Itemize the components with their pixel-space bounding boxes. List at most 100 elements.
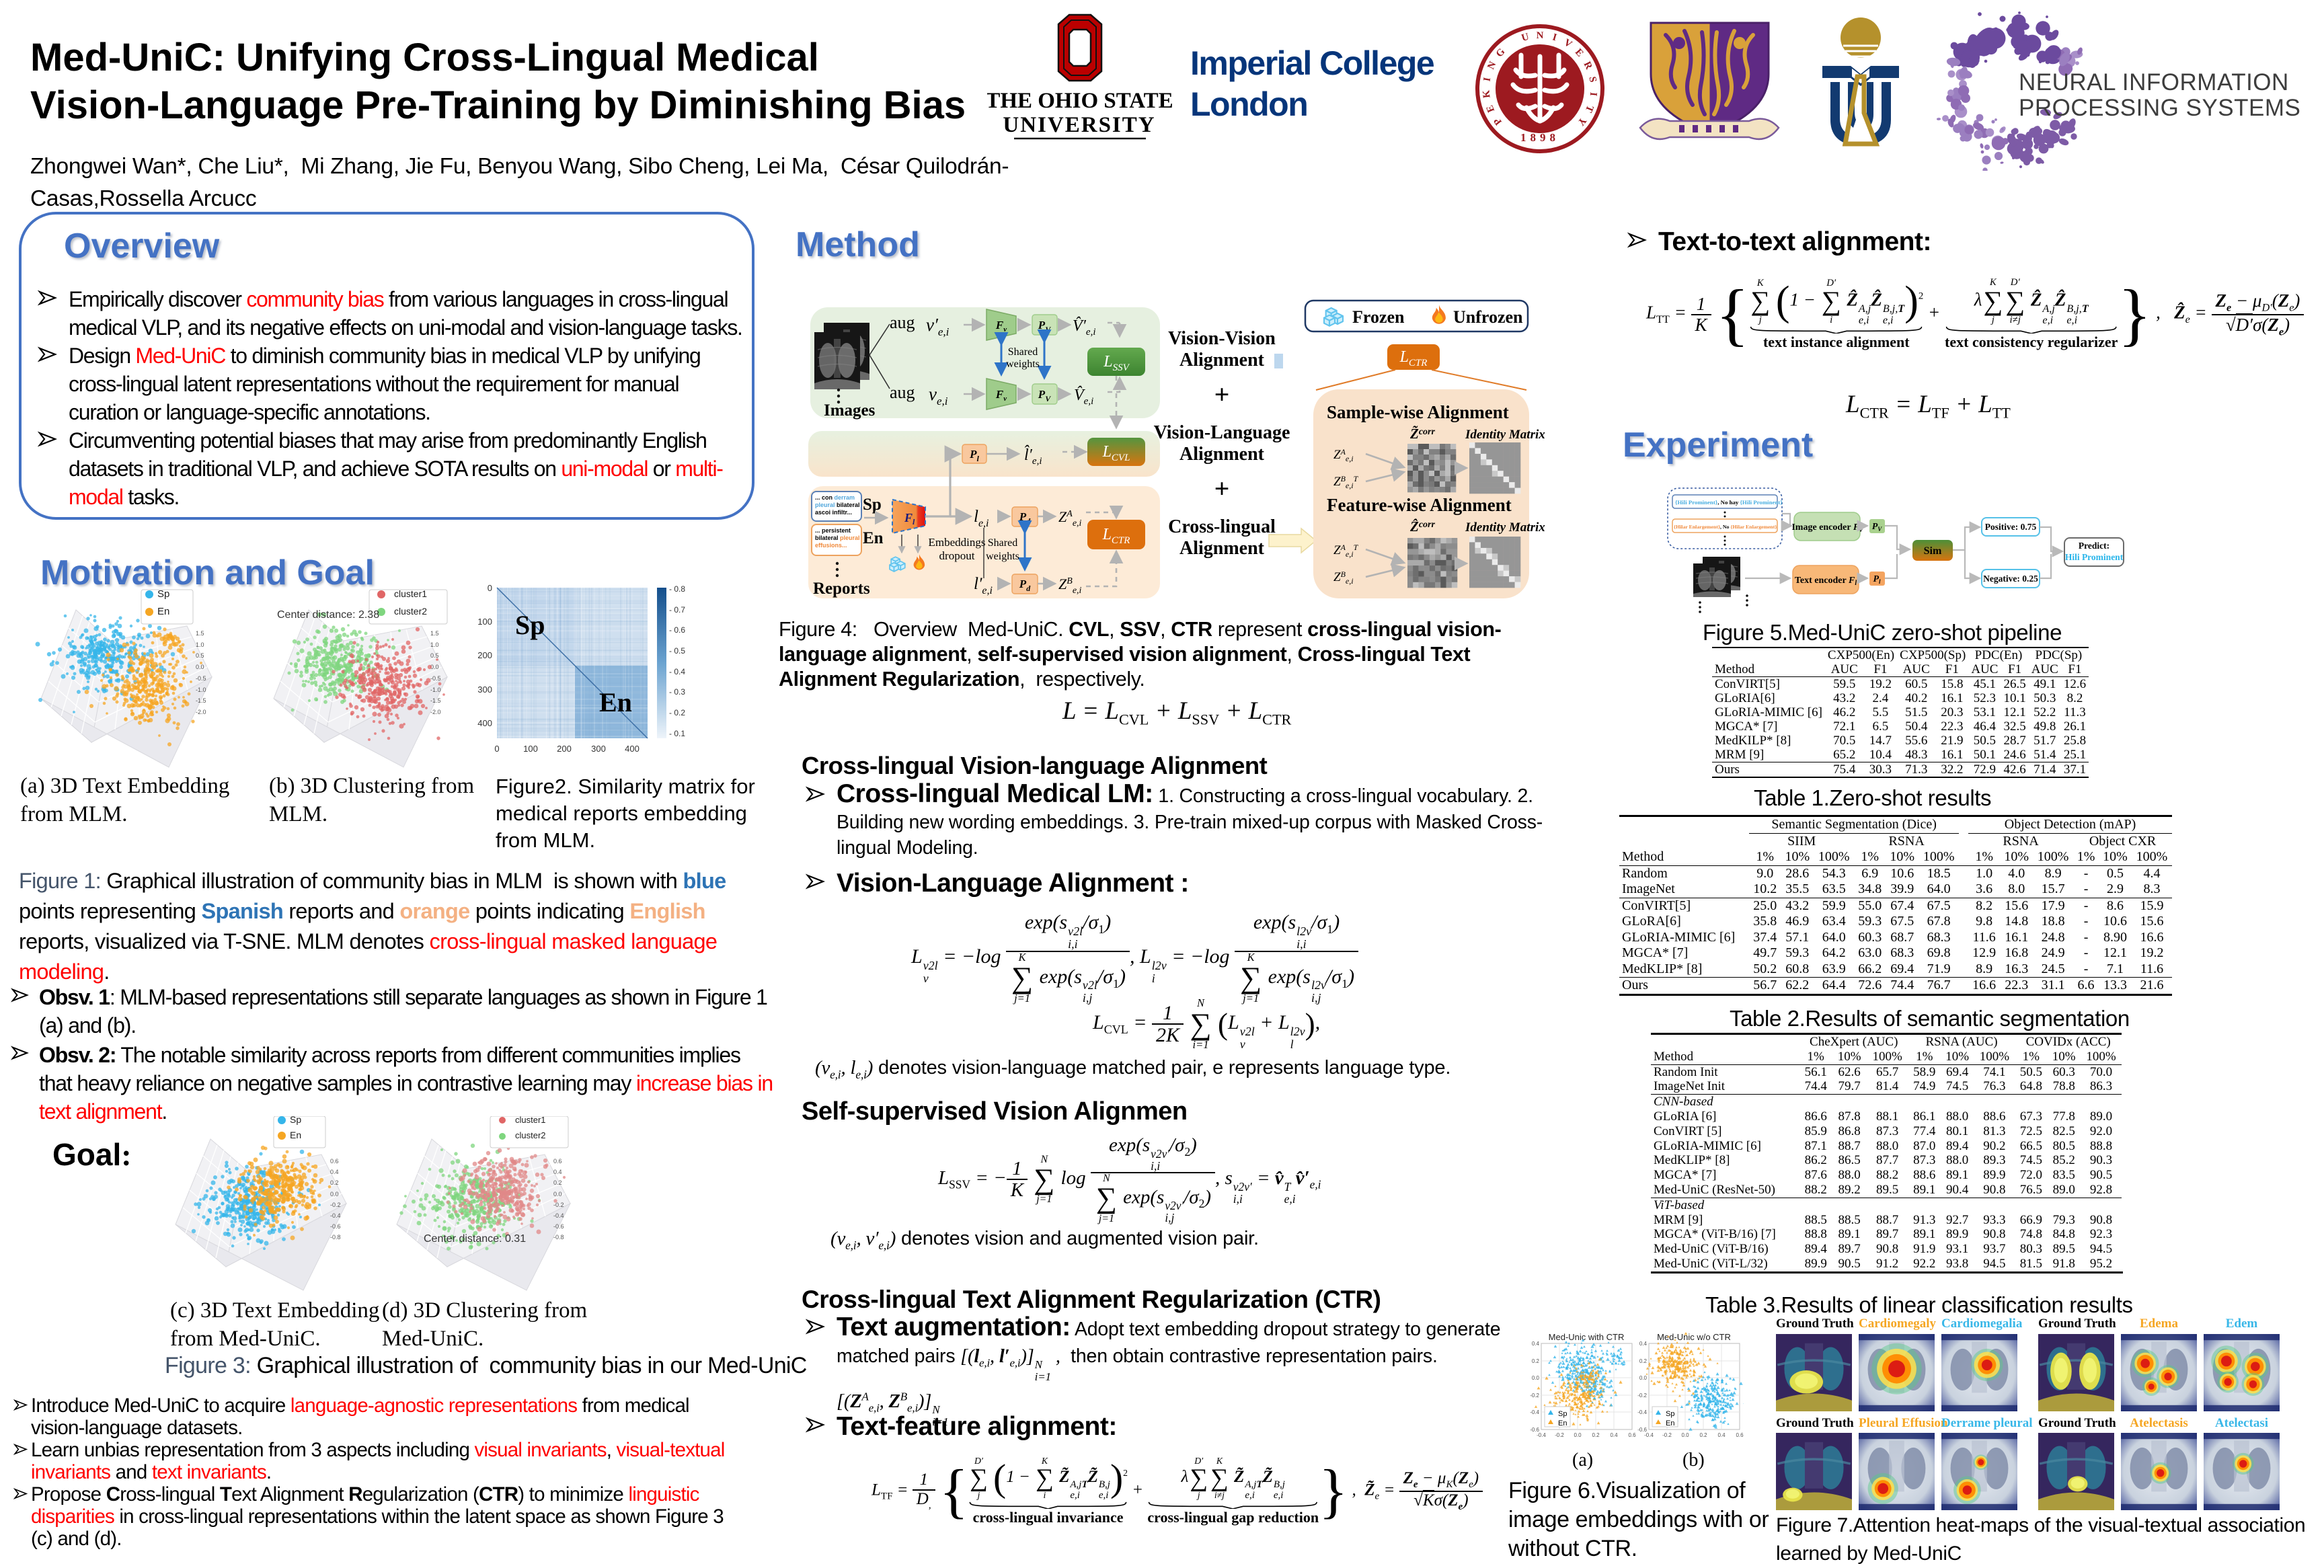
svg-text:Text encoder Fl: Text encoder Fl — [1795, 576, 1857, 587]
svg-text:0.6: 0.6 — [1628, 1432, 1636, 1438]
svg-text:300: 300 — [477, 684, 492, 695]
svg-text:cluster1: cluster1 — [394, 588, 427, 599]
svg-text:Sp: Sp — [515, 610, 545, 640]
svg-text:0.4: 0.4 — [1610, 1432, 1618, 1438]
svg-text:Negative: 0.25: Negative: 0.25 — [1983, 574, 2038, 584]
svg-text:-1.5: -1.5 — [196, 697, 206, 704]
svg-text:Center distance: 0.31: Center distance: 0.31 — [424, 1233, 526, 1245]
svg-text:0.0: 0.0 — [553, 1191, 562, 1198]
svg-text:0.2: 0.2 — [330, 1179, 339, 1186]
svg-text:-0.8: -0.8 — [553, 1234, 564, 1241]
svg-text:1.0: 1.0 — [196, 641, 204, 648]
svg-text:0.4: 0.4 — [553, 1169, 562, 1175]
svg-text:0.0: 0.0 — [1681, 1432, 1689, 1438]
svg-text:U: U — [1520, 32, 1531, 44]
svg-text:Sp: Sp — [157, 588, 169, 600]
svg-text:- 0.3: - 0.3 — [669, 687, 685, 697]
svg-text:l̂′e,i: l̂′e,i — [1024, 445, 1042, 467]
svg-text:100: 100 — [477, 617, 492, 627]
svg-text:Identity Matrix: Identity Matrix — [1465, 520, 1545, 535]
svg-text:0: 0 — [494, 744, 499, 754]
svg-text:Feature-wise Alignment: Feature-wise Alignment — [1327, 495, 1512, 515]
svg-text:200: 200 — [557, 744, 572, 754]
svg-text:200: 200 — [477, 650, 492, 660]
svg-text:+: + — [1214, 379, 1230, 409]
svg-text:-0.2: -0.2 — [1637, 1393, 1647, 1399]
svg-text:En: En — [157, 606, 169, 617]
svg-text:-0.5: -0.5 — [196, 675, 206, 682]
svg-text:1898: 1898 — [1520, 131, 1559, 144]
svg-text:Predict:: Predict: — [2079, 541, 2109, 551]
svg-text:N: N — [1537, 30, 1544, 41]
svg-text:0.0: 0.0 — [1574, 1432, 1582, 1438]
svg-text:-0.4: -0.4 — [1644, 1432, 1654, 1438]
svg-text:-2.0: -2.0 — [196, 709, 206, 715]
svg-text:1.0: 1.0 — [430, 641, 439, 648]
svg-text:En: En — [1558, 1419, 1567, 1427]
svg-text:-0.2: -0.2 — [1555, 1432, 1564, 1438]
svg-text:Sp: Sp — [1666, 1410, 1674, 1418]
svg-text:Sim: Sim — [1924, 545, 1942, 557]
svg-text:Image encoder Fv: Image encoder Fv — [1791, 522, 1863, 534]
svg-text:I: I — [1482, 77, 1494, 83]
svg-text:Sample-wise Alignment: Sample-wise Alignment — [1327, 402, 1509, 422]
svg-text:cluster2: cluster2 — [394, 606, 427, 617]
svg-text:1.5: 1.5 — [430, 630, 439, 637]
svg-text:Med-Unic with CTR: Med-Unic with CTR — [1549, 1332, 1625, 1342]
svg-text:K: K — [1481, 89, 1492, 99]
svg-text:-0.2: -0.2 — [330, 1202, 341, 1208]
svg-text:Cross-lingual: Cross-lingual — [1168, 516, 1276, 537]
svg-text:- 0.8: - 0.8 — [669, 584, 685, 594]
svg-text:... con derram: ... con derram — [815, 494, 855, 501]
svg-text:I: I — [1588, 91, 1599, 97]
svg-text:- 0.7: - 0.7 — [669, 605, 685, 615]
svg-text:Hili Prominent: Hili Prominent — [2065, 552, 2124, 562]
svg-text:THE OHIO STATE: THE OHIO STATE — [987, 89, 1172, 113]
svg-text:Fl: Fl — [904, 511, 915, 526]
svg-text:-0.4: -0.4 — [553, 1212, 564, 1219]
svg-text:300: 300 — [591, 744, 606, 754]
svg-text:Vision-Language: Vision-Language — [1154, 422, 1290, 443]
svg-text:0.6: 0.6 — [330, 1158, 339, 1165]
svg-text:Shared: Shared — [988, 537, 1017, 549]
svg-text:Positive: 0.75: Positive: 0.75 — [1985, 522, 2037, 532]
svg-text:-0.2: -0.2 — [1662, 1432, 1672, 1438]
svg-text:Shared: Shared — [1008, 346, 1038, 358]
svg-text:En: En — [863, 529, 884, 547]
svg-text:-0.6: -0.6 — [1530, 1427, 1539, 1433]
svg-text:Reports: Reports — [813, 580, 870, 598]
svg-text:Embeddings: Embeddings — [929, 536, 986, 549]
svg-text:100: 100 — [523, 744, 538, 754]
svg-text:-0.4: -0.4 — [1537, 1432, 1546, 1438]
svg-text:Alignment: Alignment — [1179, 444, 1265, 465]
svg-text:-1.5: -1.5 — [430, 697, 441, 704]
svg-text:-0.4: -0.4 — [1530, 1409, 1539, 1415]
svg-text:NEURAL INFORMATION: NEURAL INFORMATION — [2019, 69, 2289, 95]
svg-text:Frozen: Frozen — [1352, 307, 1405, 327]
svg-text:aug: aug — [890, 383, 915, 402]
svg-text:Pl: Pl — [1873, 574, 1881, 585]
svg-text:LSSV: LSSV — [1103, 353, 1130, 373]
svg-text:Alignment: Alignment — [1179, 538, 1265, 559]
svg-text:Sp: Sp — [1558, 1410, 1567, 1418]
svg-text:-0.4: -0.4 — [330, 1212, 341, 1219]
svg-text:0.4: 0.4 — [330, 1169, 339, 1175]
svg-text:0.0: 0.0 — [1532, 1375, 1540, 1381]
svg-text:Vision-Vision: Vision-Vision — [1168, 328, 1276, 349]
svg-text:-1.0: -1.0 — [196, 687, 206, 693]
svg-text:- 0.1: - 0.1 — [669, 729, 685, 738]
svg-text:0.0: 0.0 — [330, 1191, 339, 1198]
svg-text:- 0.6: - 0.6 — [669, 625, 685, 635]
svg-text:S: S — [1586, 76, 1598, 83]
svg-text:0.0: 0.0 — [430, 664, 439, 670]
svg-text:weights: weights — [986, 551, 1019, 562]
svg-text:0.4: 0.4 — [1639, 1341, 1648, 1347]
svg-text:En: En — [599, 687, 632, 717]
svg-text:En: En — [1666, 1419, 1674, 1427]
svg-text:-0.6: -0.6 — [330, 1223, 341, 1230]
svg-text:-1.0: -1.0 — [430, 687, 441, 693]
svg-text:En: En — [290, 1130, 301, 1140]
svg-text:-0.5: -0.5 — [430, 675, 441, 682]
svg-text:UNIVERSITY: UNIVERSITY — [1003, 113, 1155, 137]
svg-text:0.6: 0.6 — [553, 1158, 562, 1165]
